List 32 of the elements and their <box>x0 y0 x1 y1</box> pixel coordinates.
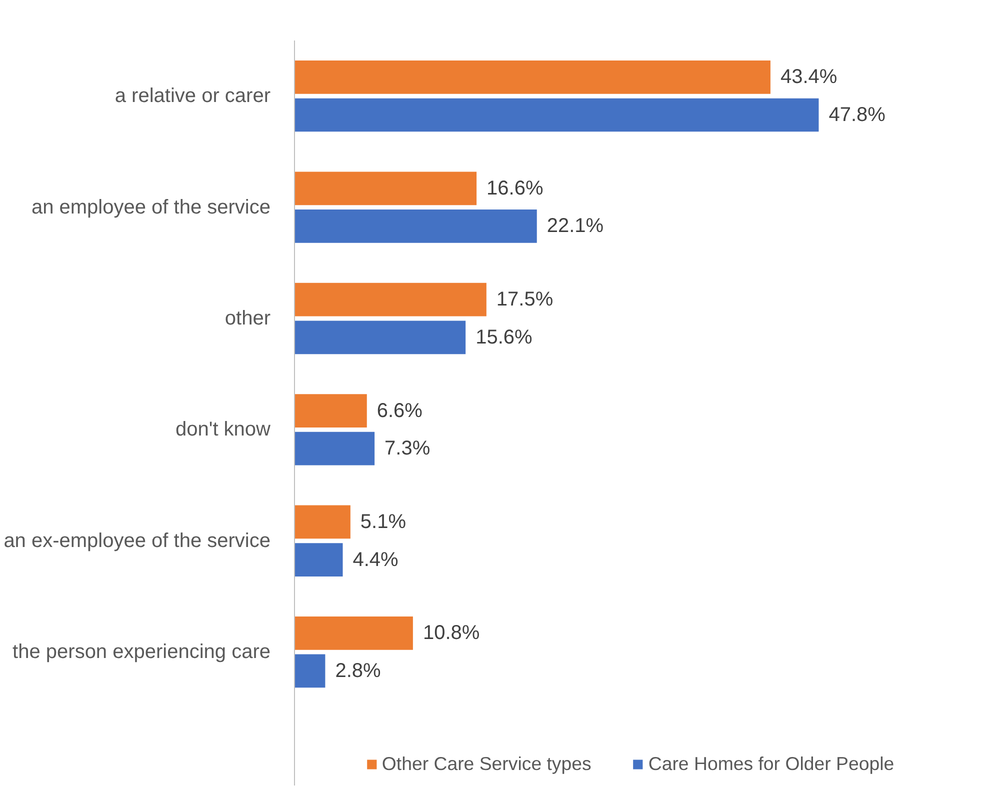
bar <box>294 320 466 354</box>
data-label: 17.5% <box>496 288 554 311</box>
y-tick-label: an employee of the service <box>31 196 271 218</box>
y-tick-label: other <box>224 307 271 330</box>
y-tick-label: a relative or carer <box>114 85 271 108</box>
data-label: 43.4% <box>780 66 838 88</box>
data-label: 16.6% <box>486 177 544 200</box>
y-tick-label: the person experiencing care <box>12 641 271 664</box>
bar <box>294 543 343 576</box>
bar <box>294 210 537 243</box>
data-label: 7.3% <box>384 438 430 460</box>
bar <box>294 505 350 539</box>
bar <box>294 60 770 94</box>
bar <box>294 616 413 650</box>
y-tick-label: an ex-employee of the service <box>4 530 271 552</box>
data-label: 10.8% <box>422 622 480 644</box>
bar <box>294 432 375 466</box>
legend-label: Care Homes for Older People <box>648 753 894 775</box>
data-label: 4.4% <box>352 548 399 571</box>
legend-label: Other Care Service types <box>382 753 592 775</box>
bar <box>294 172 477 206</box>
data-label: 15.6% <box>476 326 533 348</box>
bar <box>294 394 367 428</box>
data-label: 6.6% <box>376 400 423 422</box>
bar <box>294 654 326 688</box>
bar <box>294 282 486 316</box>
bar <box>294 98 819 132</box>
data-label: 22.1% <box>546 215 604 238</box>
data-label: 47.8% <box>828 104 886 126</box>
data-label: 2.8% <box>335 660 382 682</box>
y-tick-label: don't know <box>176 418 272 441</box>
data-label: 5.1% <box>360 510 406 533</box>
